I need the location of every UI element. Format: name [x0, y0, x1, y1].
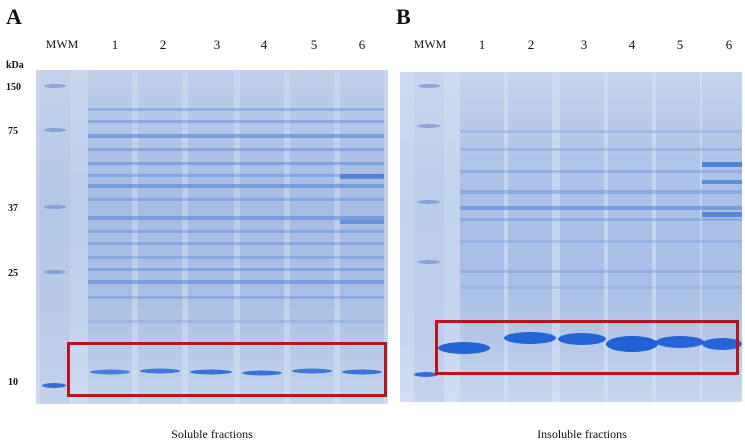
panel-a-lane-1-label: 1 [111, 37, 119, 52]
panel-b-lane-3-label: 3 [580, 37, 588, 52]
panel-a-lane-4-label: 4 [260, 37, 268, 52]
protein-bands [88, 108, 384, 376]
panel-a-lane-5-label: 5 [310, 37, 318, 52]
gel-image-soluble [36, 70, 388, 404]
mw-label-37: 37 [8, 203, 18, 214]
marker-band [44, 270, 66, 274]
mw-label-10: 10 [8, 377, 18, 388]
marker-band [44, 128, 66, 132]
highlight-box-soluble [67, 342, 387, 397]
marker-band [42, 383, 66, 388]
marker-band [418, 200, 440, 204]
panel-b-lane-5-label: 5 [676, 37, 684, 52]
caption-soluble: Soluble fractions [171, 427, 253, 441]
marker-band [44, 84, 66, 88]
panel-a-lane-3-label: 3 [213, 37, 221, 52]
marker-band [414, 372, 438, 377]
panel-b-mwm-label: MWM [413, 37, 447, 51]
panel-b-lane-2-label: 2 [527, 37, 535, 52]
caption-insoluble: Insoluble fractions [537, 427, 627, 441]
panel-a-letter: A [6, 4, 22, 29]
panel-a-lane-6-label: 6 [358, 37, 366, 52]
sample-lane [88, 70, 132, 404]
mw-label-25: 25 [8, 268, 18, 279]
highlight-box-insoluble [435, 320, 739, 375]
mwm-lane [40, 70, 70, 404]
panel-b-letter: B [396, 4, 411, 29]
sample-lane [240, 70, 284, 404]
mw-label-75: 75 [8, 126, 18, 137]
sample-lane [188, 70, 234, 404]
sample-lane [290, 70, 334, 404]
kda-unit-label: kDa [6, 60, 24, 71]
panel-a-mwm-label: MWM [45, 37, 79, 51]
panel-b-lane-6-label: 6 [725, 37, 733, 52]
protein-bands [438, 130, 742, 354]
gel-image-insoluble [400, 72, 742, 402]
marker-band [418, 84, 440, 88]
marker-band [418, 124, 440, 128]
panel-b-lane-1-label: 1 [478, 37, 486, 52]
mw-label-150: 150 [6, 82, 21, 93]
marker-band [418, 260, 440, 264]
sample-lane [508, 72, 552, 402]
sample-lane [340, 70, 384, 404]
marker-band [44, 205, 66, 209]
sample-lane [138, 70, 182, 404]
sample-lane [560, 72, 604, 402]
panel-a-lane-2-label: 2 [159, 37, 167, 52]
panel-b-lane-4-label: 4 [628, 37, 636, 52]
